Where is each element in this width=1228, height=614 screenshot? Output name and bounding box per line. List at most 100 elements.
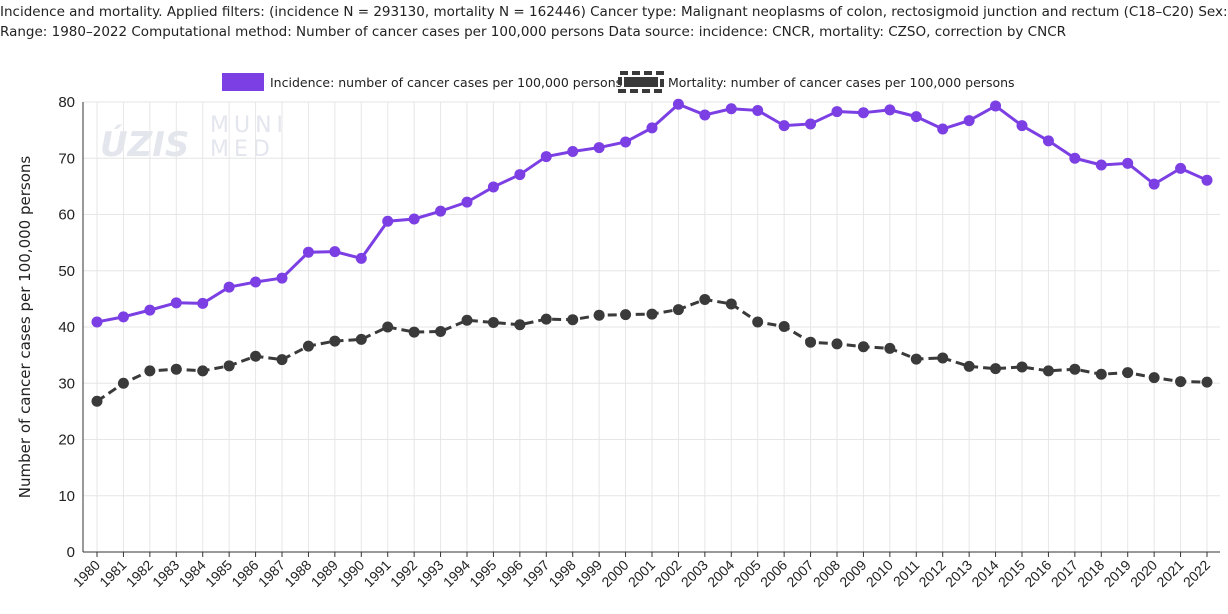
mortality-point [91,395,103,407]
legend[interactable]: Incidence: number of cancer cases per 10… [222,71,1015,93]
incidence-point [567,146,579,157]
x-tick-label: 2014 [968,557,1001,590]
incidence-point [778,120,790,132]
grid-lines [83,101,1220,552]
mortality-point [144,365,156,377]
incidence-point [117,311,129,323]
mortality-point [435,326,447,337]
x-tick-label: 1980 [70,557,103,590]
mortality-point [1175,376,1187,388]
incidence-point [1016,120,1028,132]
chart-header: Incidence and mortality. Applied filters… [0,2,1228,42]
x-tick-label: 1995 [466,557,499,590]
x-tick-label: 1983 [149,557,182,590]
x-tick-label: 1999 [572,557,605,590]
mortality-point [197,365,209,377]
x-tick-label: 2017 [1048,557,1081,590]
y-tick-label: 0 [67,544,75,561]
legend-swatch-mortality-fill [624,77,658,87]
mortality-point [646,308,658,320]
mortality-point [672,304,684,316]
incidence-point [910,111,922,123]
incidence-point [620,136,632,148]
incidence-point [1122,157,1134,169]
x-tick-label: 1988 [281,557,314,590]
incidence-point [857,107,869,119]
mortality-point [831,338,843,350]
x-tick-label: 2001 [625,557,658,590]
mortality-point [461,314,473,326]
x-tick-label: 2005 [730,557,763,590]
x-tick-label: 2010 [863,557,896,590]
legend-swatch-mortality [618,71,664,93]
incidence-point [963,115,975,127]
mortality-point [1016,361,1028,373]
incidence-point [1095,159,1107,171]
x-tick-label: 1987 [255,557,288,590]
y-tick-label: 80 [58,94,75,111]
x-tick-label: 1996 [493,557,526,590]
mortality-point [514,319,526,331]
x-tick-label: 2013 [942,557,975,590]
legend-swatch-incidence [222,73,264,91]
x-tick-label: 1998 [545,557,578,590]
mortality-point [778,320,790,332]
incidence-point [646,122,658,134]
legend-label-mortality: Mortality: number of cancer cases per 10… [668,75,1015,90]
header-line-2: Range: 1980–2022 Computational method: N… [0,24,1067,40]
mortality-point [725,298,737,310]
mortality-point [355,333,367,345]
x-tick-label: 2011 [890,557,923,590]
x-tick-label: 1986 [228,557,261,590]
incidence-point [382,215,394,227]
incidence-point [514,169,526,181]
x-tick-label: 2020 [1127,557,1160,590]
mortality-point [805,336,817,348]
legend-item-incidence[interactable]: Incidence: number of cancer cases per 10… [222,73,622,91]
incidence-point [461,196,473,208]
incidence-point [1201,174,1213,186]
mortality-point [250,350,262,362]
mortality-point [593,309,605,321]
x-tick-label: 1994 [440,557,473,590]
mortality-point [620,309,632,321]
watermark-logo-muni: MUNI [210,113,288,138]
incidence-point [725,103,737,115]
x-tick-label: 1981 [96,557,129,590]
x-tick-label: 1984 [175,557,208,590]
y-tick-label: 10 [58,488,75,505]
incidence-point [276,272,288,284]
mortality-point [699,293,711,305]
mortality-point [990,363,1002,375]
mortality-point [1148,372,1160,384]
y-axis-label: Number of cancer cases per 100,000 perso… [16,156,34,499]
mortality-point [329,335,341,347]
mortality-point [567,314,579,326]
y-tick-label: 60 [58,207,75,224]
x-tick-label: 1992 [387,557,420,590]
mortality-point [857,341,869,353]
legend-item-mortality[interactable]: Mortality: number of cancer cases per 10… [618,71,1015,93]
incidence-point [540,151,552,163]
mortality-point [487,317,499,328]
mortality-point [117,377,129,389]
incidence-point [91,316,103,328]
x-tick-label: 1982 [123,557,156,590]
x-tick-label: 2002 [651,557,684,590]
mortality-point [382,321,394,333]
y-tick-label: 20 [58,432,75,449]
x-axis-ticks: 1980198119821983198419851986198719881989… [70,552,1213,590]
incidence-point [302,246,314,258]
x-tick-label: 2008 [810,557,843,590]
y-tick-label: 70 [58,150,75,167]
mortality-point [1095,368,1107,380]
x-tick-label: 2018 [1074,557,1107,590]
incidence-point [884,104,896,116]
incidence-point [752,104,764,116]
incidence-point [487,181,499,193]
incidence-point [937,123,949,135]
incidence-point [699,109,711,121]
incidence-point [1042,135,1054,147]
incidence-point [223,281,235,293]
